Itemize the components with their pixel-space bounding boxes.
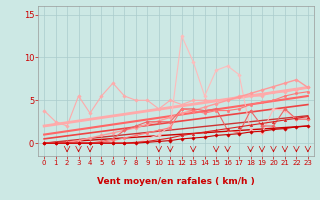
X-axis label: Vent moyen/en rafales ( km/h ): Vent moyen/en rafales ( km/h ) (97, 177, 255, 186)
